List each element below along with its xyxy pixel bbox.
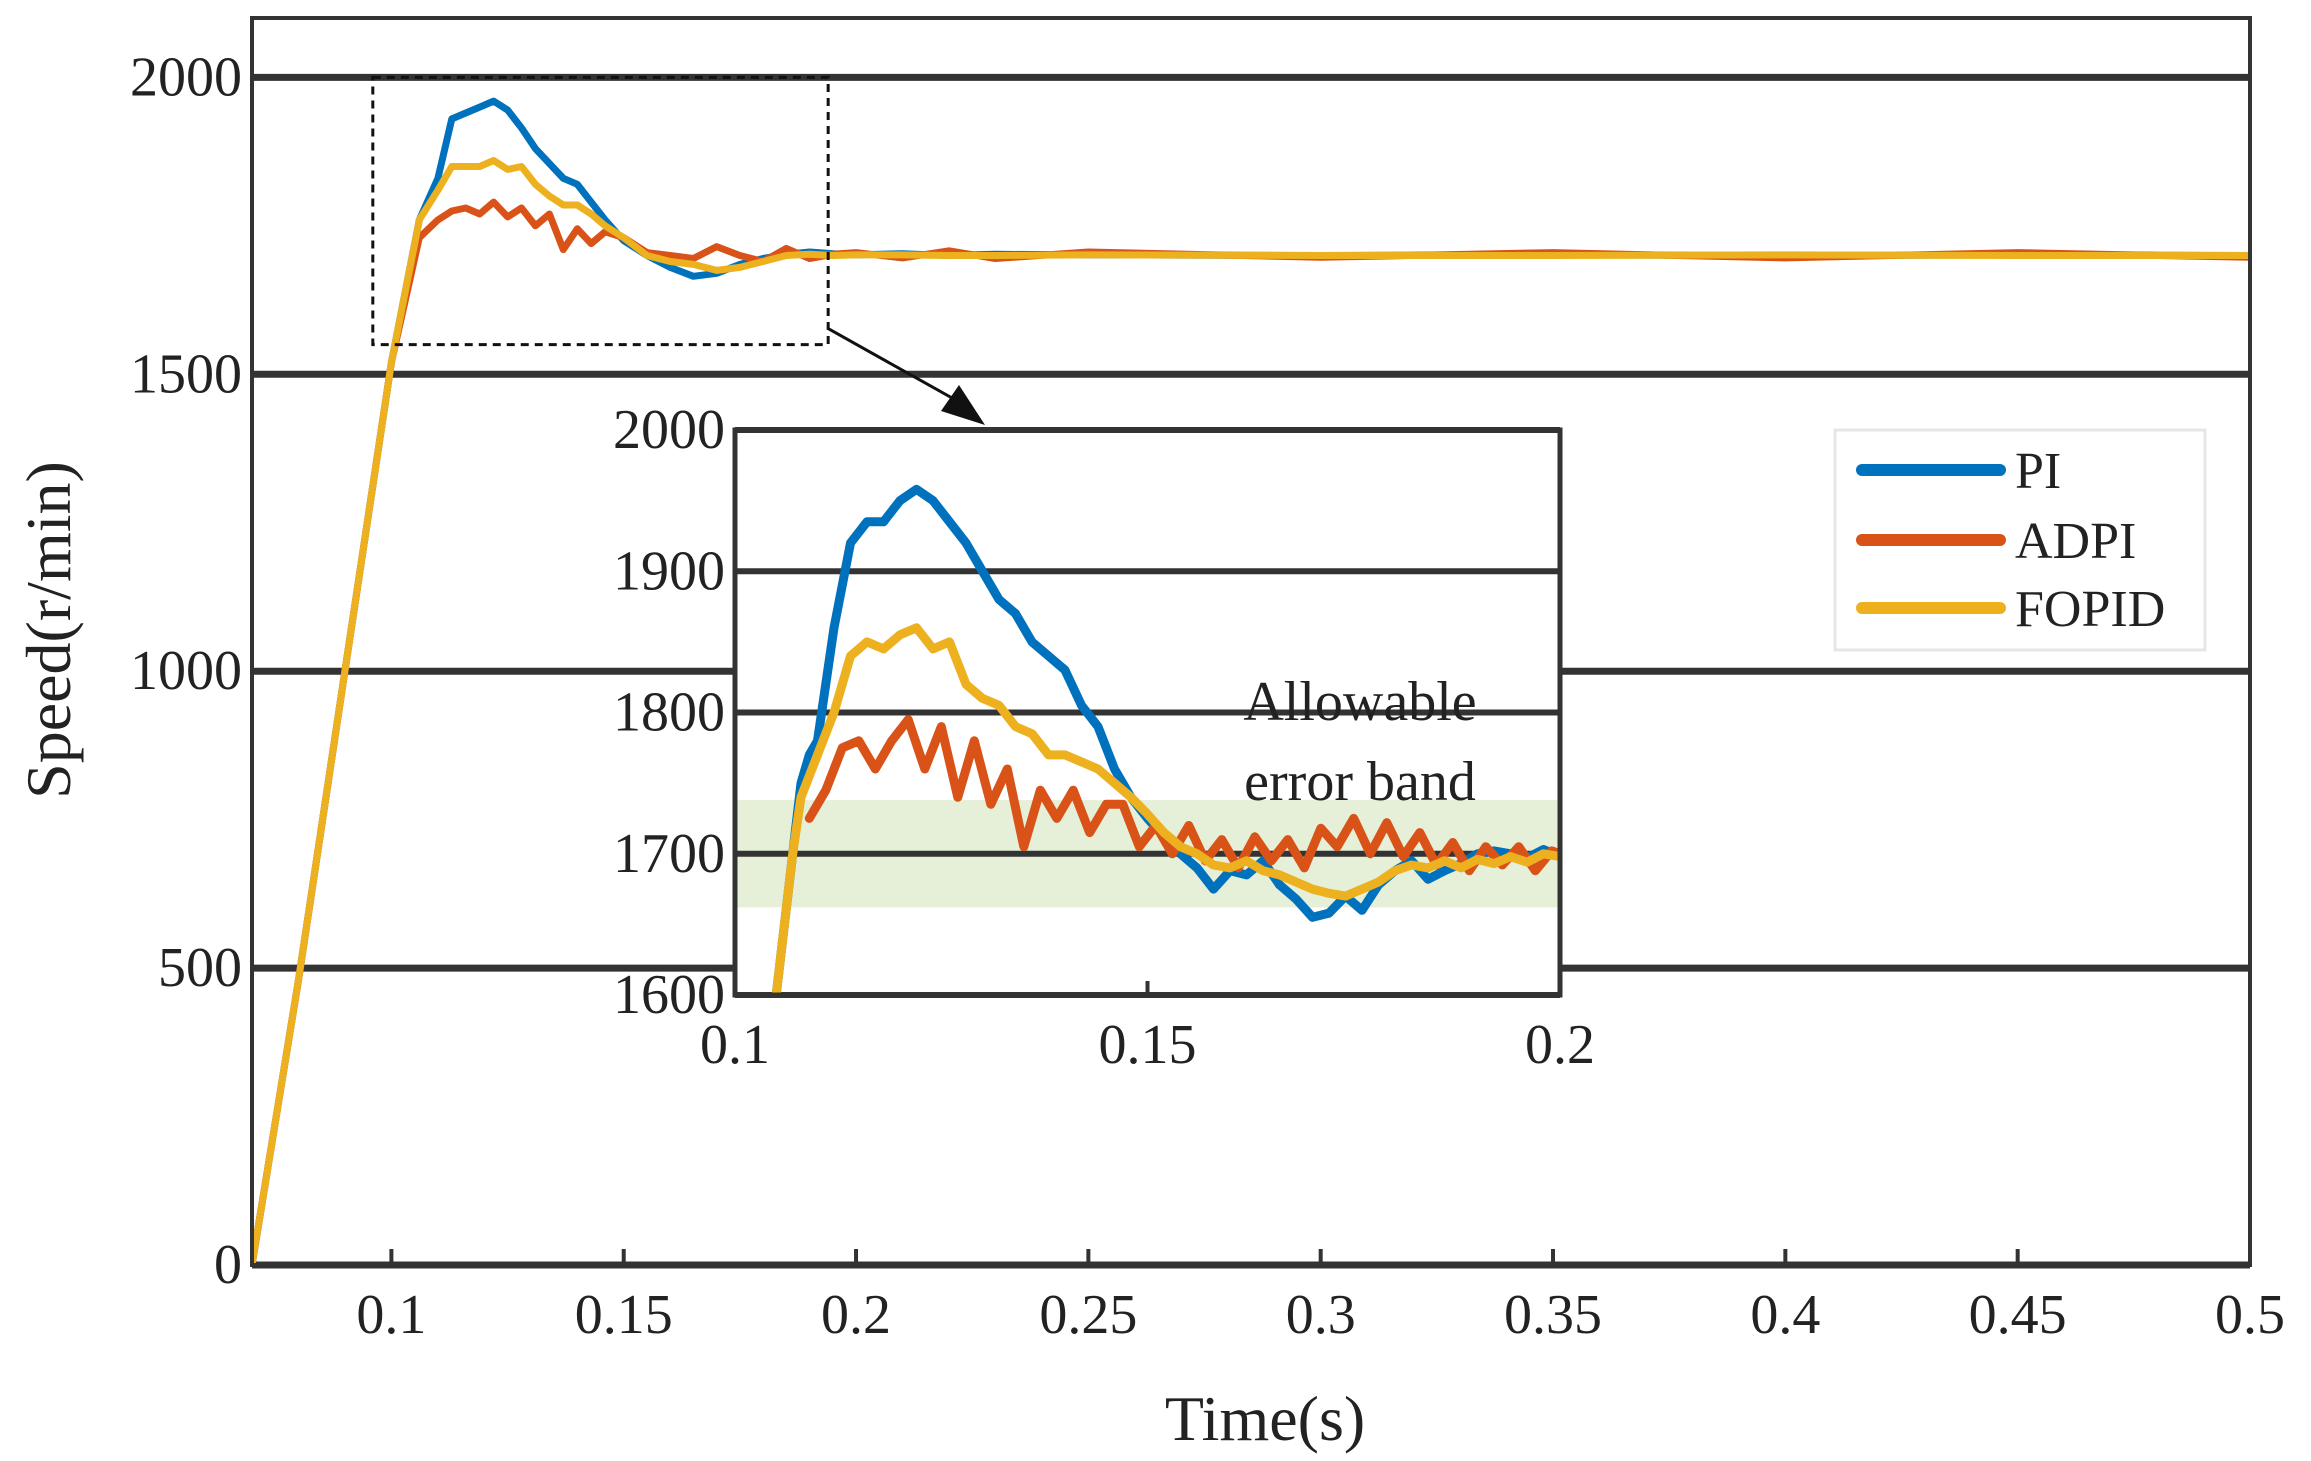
main-y-tick-label: 0 (214, 1234, 242, 1296)
zoom-arrow-head (941, 385, 985, 425)
legend-label-fopid: FOPID (2015, 581, 2165, 638)
zoom-arrow-line (827, 327, 962, 405)
inset-y-tick-label: 1700 (613, 823, 725, 885)
main-frame (250, 16, 2252, 1267)
main-x-tick-label: 0.2 (821, 1284, 891, 1346)
inset-plot: 1600 1700 1800 1900 2000 0.1 0.15 0.2 (613, 399, 1595, 1076)
error-band-annotation-line-2: error band (1244, 751, 1476, 813)
main-x-tick-label: 0.5 (2215, 1284, 2285, 1346)
legend-label-pi: PI (2015, 443, 2061, 500)
legend: PI ADPI FOPID (1833, 428, 2207, 652)
error-band-annotation-line-1: Allowable (1243, 671, 1476, 733)
main-series-fopid (252, 157, 2250, 1265)
main-x-tick-label: 0.3 (1286, 1284, 1356, 1346)
main-y-tick-label: 1500 (130, 343, 242, 405)
zoom-box (371, 75, 830, 347)
inset-x-tick-label: 0.2 (1525, 1014, 1595, 1076)
legend-label-adpi: ADPI (2015, 513, 2136, 570)
inset-x-tick-label: 0.15 (1099, 1014, 1197, 1076)
y-axis-label: Speed(r/min) (13, 461, 84, 799)
inset-y-tick-label: 1600 (613, 964, 725, 1026)
main-x-tick-label: 0.4 (1750, 1284, 1820, 1346)
inset-series-fopid (771, 623, 1560, 995)
main-y-tick-label: 2000 (130, 46, 242, 108)
inset-x-tick-label: 0.1 (700, 1014, 770, 1076)
main-x-tick-label: 0.35 (1504, 1284, 1602, 1346)
inset-y-tick-label: 2000 (613, 399, 725, 461)
x-axis-label: Time(s) (1165, 1383, 1365, 1454)
main-x-tick-label: 0.15 (575, 1284, 673, 1346)
main-x-tick-label: 0.1 (356, 1284, 426, 1346)
main-y-tick-label: 1000 (130, 640, 242, 702)
inset-y-tick-label: 1900 (613, 540, 725, 602)
inset-y-tick-label: 1800 (613, 682, 725, 744)
main-x-tick-label: 0.25 (1039, 1284, 1137, 1346)
main-y-tick-label: 500 (158, 937, 242, 999)
inset-frame (732, 427, 1563, 998)
main-x-tick-label: 0.45 (1969, 1284, 2067, 1346)
